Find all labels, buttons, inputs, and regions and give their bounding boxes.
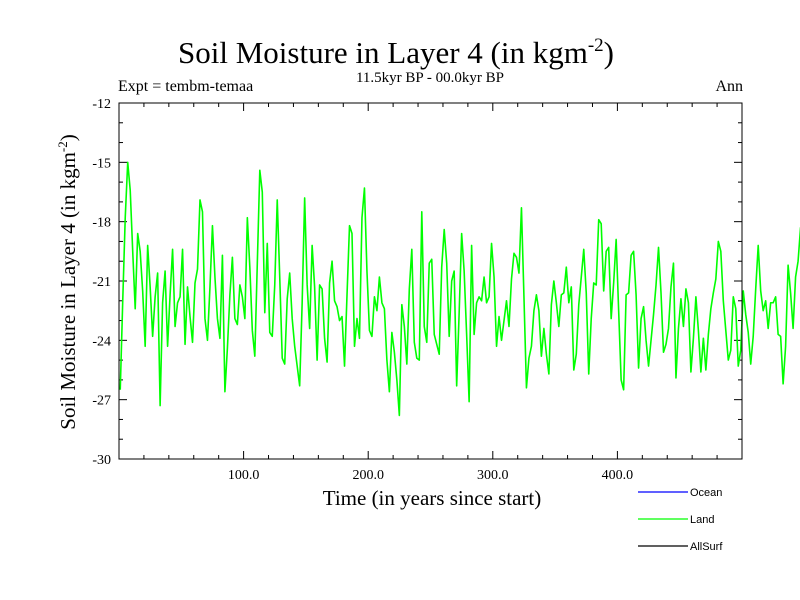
x-tick-label: 200.0 — [352, 468, 384, 483]
season-label: Ann — [715, 78, 743, 95]
y-axis-ticks: -12 -15 -18 -21 -24 -27 -30 — [92, 97, 742, 468]
series-line-land — [119, 161, 800, 417]
y-tick-label: -18 — [92, 216, 111, 231]
x-tick-label: 300.0 — [477, 468, 509, 483]
y-tick-label: -24 — [92, 334, 111, 349]
plot-area — [119, 161, 800, 417]
experiment-label: Expt = tembm-temaa — [118, 78, 253, 95]
x-axis-label: Time (in years since start) — [323, 486, 542, 510]
legend-label-allsurf: AllSurf — [690, 541, 723, 553]
legend: Ocean Land AllSurf — [638, 487, 723, 553]
y-tick-label: -12 — [92, 97, 111, 112]
x-tick-label: 100.0 — [228, 468, 260, 483]
chart-title: Soil Moisture in Layer 4 (in kgm-2) — [178, 35, 614, 70]
y-tick-label: -21 — [92, 275, 111, 290]
y-tick-label: -27 — [92, 394, 111, 409]
y-tick-label: -30 — [92, 453, 111, 468]
legend-label-ocean: Ocean — [690, 487, 722, 499]
legend-label-land: Land — [690, 514, 714, 526]
x-tick-label: 400.0 — [602, 468, 634, 483]
y-tick-label: -15 — [92, 156, 111, 171]
y-axis-label: Soil Moisture in Layer 4 (in kgm-2) — [55, 134, 80, 429]
plot-frame — [118, 102, 743, 460]
x-axis-ticks: 100.0 200.0 300.0 400.0 — [143, 103, 718, 483]
chart-subtitle: 11.5kyr BP - 00.0kyr BP — [356, 70, 504, 86]
